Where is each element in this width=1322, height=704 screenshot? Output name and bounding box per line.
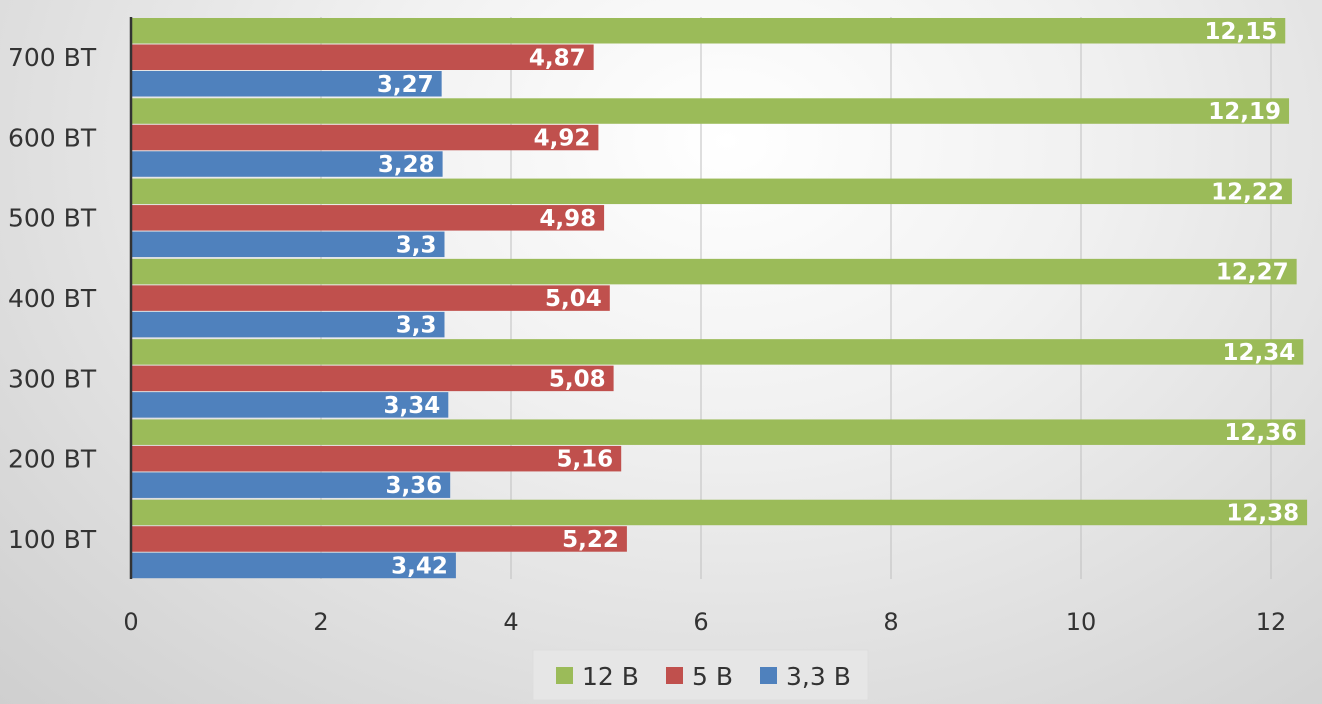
bar: [131, 499, 1308, 526]
data-label: 4,98: [539, 206, 596, 232]
category-group: 12,34 5,08 3,34: [131, 339, 1304, 419]
legend-swatch: [556, 667, 573, 684]
data-label: 3,34: [384, 393, 441, 419]
x-tick-label: 4: [503, 608, 518, 636]
legend-item: 12 В: [556, 662, 639, 691]
category-label: 700 ВТ: [8, 43, 97, 72]
bar: [131, 124, 599, 151]
legend-box: [532, 649, 869, 701]
bar: [131, 445, 622, 472]
category-group: 12,27 5,04 3,3: [131, 258, 1297, 339]
category-group: 12,36 5,16 3,36: [131, 419, 1306, 499]
category-group: 12,38 5,22 3,42: [131, 499, 1308, 579]
category-group: 12,15 4,87 3,27: [131, 18, 1286, 98]
category-label: 400 ВТ: [8, 284, 97, 313]
data-label: 3,27: [377, 72, 434, 98]
data-label: 12,38: [1226, 500, 1299, 526]
data-label: 4,87: [529, 45, 586, 71]
data-label: 5,22: [562, 527, 619, 553]
data-label: 12,36: [1224, 420, 1297, 446]
category-label: 300 ВТ: [8, 364, 97, 393]
data-label: 5,16: [556, 447, 613, 473]
bar: [131, 231, 445, 258]
x-tick-label: 0: [123, 608, 138, 636]
bar: [131, 18, 1286, 44]
data-label: 3,3: [396, 232, 437, 258]
bar: [131, 151, 443, 177]
bar: [131, 365, 614, 392]
data-label: 5,08: [549, 366, 606, 392]
x-tick-labels: 0 2 4 6 8 10 12: [123, 608, 1286, 636]
x-tick-label: 10: [1066, 608, 1097, 636]
bar: [131, 44, 594, 70]
x-tick-label: 6: [693, 608, 708, 636]
bar: [131, 205, 605, 231]
bar: [131, 98, 1290, 124]
data-label: 12,15: [1204, 19, 1277, 45]
data-label: 12,34: [1223, 340, 1296, 366]
bar: [131, 178, 1292, 205]
x-tick-label: 2: [313, 608, 328, 636]
data-label: 3,3: [396, 313, 437, 339]
data-label: 12,19: [1208, 99, 1281, 125]
legend: 12 В 5 В 3,3 В: [532, 649, 869, 701]
category-label: 600 ВТ: [8, 123, 97, 152]
x-tick-label: 12: [1256, 608, 1287, 636]
bar: [131, 71, 442, 97]
bars: 12,154,873,2712,194,923,2812,224,983,312…: [131, 18, 1308, 579]
legend-label: 5 В: [692, 662, 733, 691]
legend-item: 3,3 В: [760, 662, 851, 691]
category-group: 12,22 4,98 3,3: [131, 178, 1292, 258]
legend-label: 3,3 В: [786, 662, 851, 691]
category-group: 12,19 4,92 3,28: [131, 98, 1290, 178]
legend-swatch: [666, 667, 683, 684]
bar: [131, 339, 1304, 365]
bar: [131, 419, 1306, 445]
category-label: 200 ВТ: [8, 445, 97, 474]
bar: [131, 285, 610, 311]
data-label: 5,04: [545, 286, 602, 312]
data-label: 12,27: [1216, 260, 1289, 286]
bar: [131, 311, 445, 338]
data-label: 3,42: [391, 553, 448, 579]
category-labels: 700 ВТ 600 ВТ 500 ВТ 400 ВТ 300 ВТ 200 ВТ 100 …: [8, 43, 97, 554]
data-label: 4,92: [534, 126, 591, 152]
category-label: 100 ВТ: [8, 525, 97, 554]
data-label: 3,36: [385, 473, 442, 499]
x-tick-label: 8: [883, 608, 898, 636]
bar: [131, 392, 449, 418]
legend-swatch: [760, 667, 777, 684]
bar: [131, 526, 627, 552]
legend-label: 12 В: [582, 662, 639, 691]
data-label: 12,22: [1211, 179, 1284, 205]
bar: [131, 472, 451, 498]
category-label: 500 ВТ: [8, 204, 97, 233]
bar: [131, 552, 456, 579]
bar: [131, 258, 1297, 285]
legend-item: 5 В: [666, 662, 733, 691]
data-label: 3,28: [378, 152, 435, 178]
